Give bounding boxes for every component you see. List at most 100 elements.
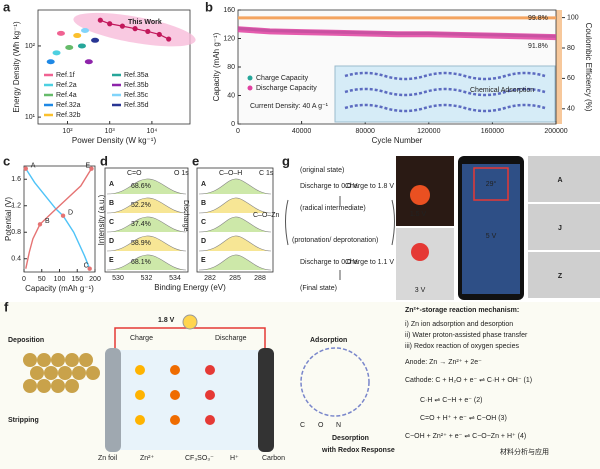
mechanism-text: ii) Water proton-assisted phase transfer: [405, 332, 528, 339]
spectrum: [198, 216, 272, 233]
series-line: [237, 26, 557, 41]
sphere: [23, 353, 37, 367]
f-label: Zn foil: [98, 455, 118, 462]
ion: [205, 365, 215, 375]
f-label: O: [318, 422, 324, 429]
inset: [334, 65, 556, 123]
point-label: A: [31, 162, 36, 169]
electrolyte: [115, 350, 265, 450]
spectrum: [198, 254, 272, 271]
point-label: D: [68, 210, 73, 217]
annotation: 99.8%: [528, 15, 548, 22]
annotation: C–O–Zn: [253, 212, 280, 219]
sphere: [51, 353, 65, 367]
voltage-label: 29°: [486, 180, 497, 188]
f-label: C: [300, 422, 305, 429]
photo: [528, 252, 600, 298]
core-level: C 1s: [259, 170, 274, 177]
point: [107, 21, 113, 27]
mechanism-text: C=O + H⁺ + e⁻ ⇌ C−OH (3): [420, 415, 507, 422]
x-tick-label: 0: [22, 276, 26, 283]
f-label: Desorption: [332, 435, 369, 442]
row-label: E: [109, 257, 114, 264]
x-tick-label: 10⁴: [146, 128, 157, 135]
molecule-chain: [344, 71, 546, 81]
x-tick-label: 50: [38, 276, 46, 283]
mechanism-text: C·H ⇌ C−H + e⁻ (2): [420, 397, 482, 404]
x-tick-label: 0: [236, 128, 240, 135]
step-label: Charge to 1.8 V: [345, 183, 394, 190]
carbon-network: [300, 347, 370, 417]
row-label: D: [201, 238, 206, 245]
step-label: Discharge to 0.0 V: [300, 259, 358, 266]
sphere: [65, 353, 79, 367]
screen: [462, 164, 520, 294]
f-label: H⁺: [230, 455, 239, 462]
x-tick-label: 160000: [481, 128, 504, 135]
point-label: C: [84, 263, 89, 270]
y-tick-label: 0.8: [11, 229, 21, 236]
sphere: [37, 353, 51, 367]
y-tick-label: 120: [223, 35, 235, 42]
spectrum: [106, 254, 187, 271]
step-label: (radical intermediate): [300, 205, 366, 212]
sphere: [30, 366, 44, 380]
plot-frame: [104, 167, 189, 273]
x-tick-label: 120000: [417, 128, 440, 135]
watermark: 材料分析与应用: [500, 447, 549, 456]
mechanism-text: Zn²⁺-storage reaction mechanism:: [405, 307, 519, 314]
y2-axis-label: Coulombic Efficiency (%): [584, 23, 593, 112]
step-label: Charge to 1.1 V: [345, 259, 394, 266]
row-label: C: [201, 219, 206, 226]
molecule-chain: [344, 87, 546, 97]
sphere: [86, 366, 100, 380]
annotation: 91.8%: [528, 43, 548, 50]
x-tick-label: 534: [169, 275, 181, 282]
carbon: [258, 348, 274, 452]
spectrum: [198, 178, 272, 195]
y-tick-label: 1.2: [11, 203, 21, 210]
step-label: (original state): [300, 167, 344, 174]
x-axis-label: Cycle Number: [372, 136, 423, 145]
ion: [135, 415, 145, 425]
display-letter: Z: [558, 273, 563, 280]
point: [46, 59, 55, 65]
ion: [170, 365, 180, 375]
legend-label: Discharge Capacity: [256, 85, 317, 92]
display-letter: J: [558, 225, 562, 232]
spectrum: [198, 235, 272, 252]
legend-label: Ref.1f: [56, 72, 75, 79]
x-tick-label: 282: [204, 275, 216, 282]
x-axis-label: Capacity (mAh g⁻¹): [25, 284, 94, 293]
x-tick-label: 80000: [355, 128, 375, 135]
y2-tick-label: 80: [567, 45, 575, 52]
row-label: A: [109, 181, 114, 188]
mechanism-text: i) Zn ion adsorption and desorption: [405, 321, 513, 328]
led: [411, 243, 429, 261]
point: [65, 45, 74, 51]
ion: [135, 390, 145, 400]
sphere: [72, 366, 86, 380]
zn-foil: [105, 348, 121, 452]
f-label: Charge: [130, 335, 153, 342]
legend-label: Ref.4a: [56, 92, 77, 99]
legend-label: Ref.32b: [56, 112, 81, 119]
sphere: [23, 379, 37, 393]
sphere: [37, 379, 51, 393]
mechanism-text: Anode: Zn → Zn²⁺ + 2e⁻: [405, 359, 482, 366]
y-tick-label: 40: [227, 92, 235, 99]
point: [52, 50, 61, 56]
legend-label: Ref.32a: [56, 102, 81, 109]
x-axis-label: Power Density (W kg⁻¹): [72, 136, 157, 145]
y-tick-label: 1.6: [11, 176, 21, 183]
percent-label: 52.2%: [131, 202, 151, 209]
percent-label: 58.9%: [131, 240, 151, 247]
percent-label: 68.6%: [131, 183, 151, 190]
percent-label: 37.4%: [131, 221, 151, 228]
point: [132, 26, 138, 32]
plot-frame: [196, 167, 274, 273]
photo: [528, 156, 600, 202]
point: [56, 30, 65, 36]
spectrum: [106, 235, 187, 252]
